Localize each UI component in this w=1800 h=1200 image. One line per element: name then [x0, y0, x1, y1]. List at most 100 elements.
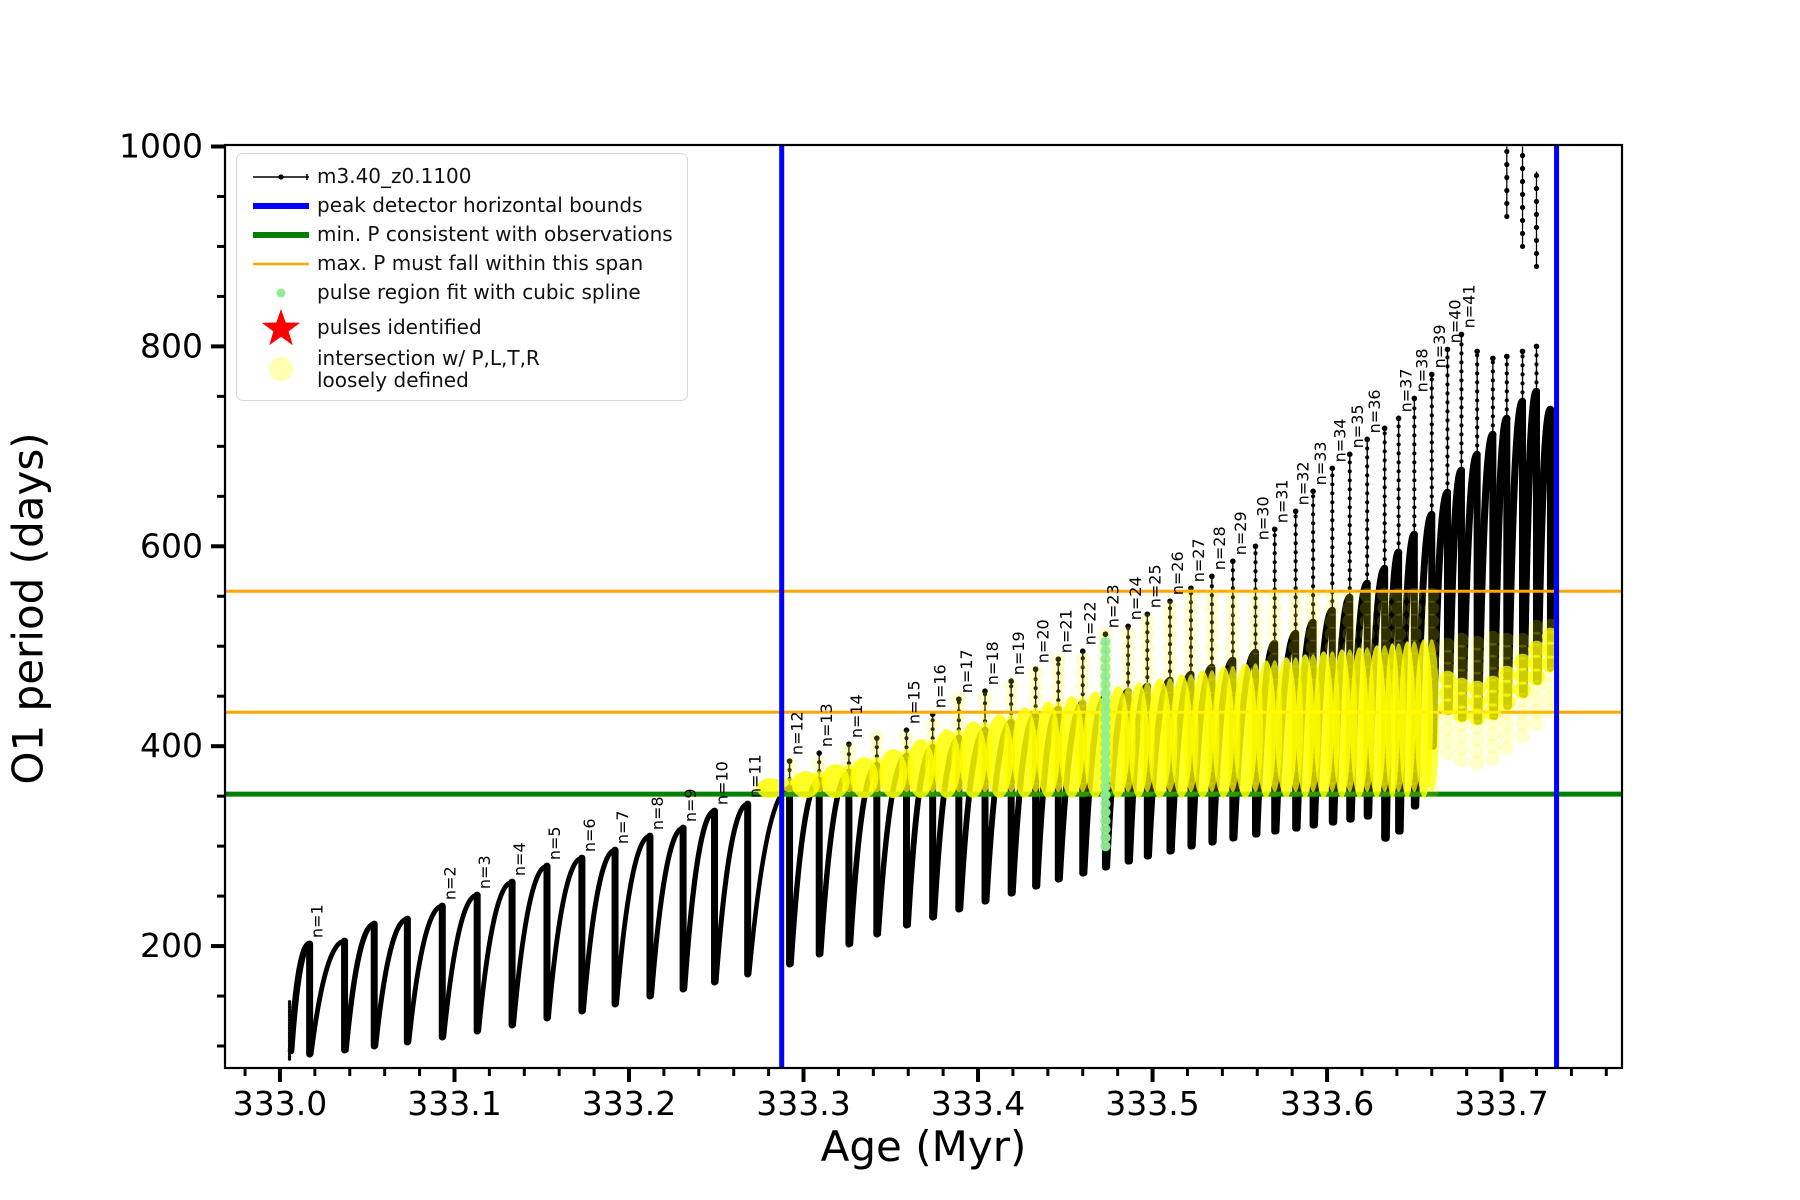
pulse-spike-dot [1396, 442, 1401, 447]
intersection-pale-dot [1028, 782, 1044, 798]
intersection-pale-dot [1424, 756, 1440, 772]
intersection-pale-dot [869, 782, 885, 798]
intersection-pale-dot [1288, 613, 1304, 629]
intersection-pale-dot [1424, 626, 1440, 642]
pulse-spike-dot [1412, 424, 1417, 429]
pulse-arch [441, 892, 480, 1040]
pulse-spike-dot [1080, 692, 1085, 697]
pulse-spike-dot [1412, 523, 1417, 528]
pulse-spike-dot [1330, 491, 1335, 496]
pulse-spike-dot [1475, 380, 1480, 385]
pulse-label: n=26 [1168, 551, 1187, 595]
intersection-pale-dot [1225, 782, 1241, 798]
pulse-spike-dot [1382, 557, 1387, 562]
pulse-spike-dot [1230, 613, 1235, 618]
pulse-spike-dot [1382, 548, 1387, 553]
intersection-pale-dot [1391, 782, 1407, 798]
spline-dot-icon [245, 285, 317, 301]
intersection-pale-dot [1453, 752, 1469, 768]
pulse-label: n=30 [1254, 496, 1273, 540]
pulse-label: n=33 [1311, 441, 1330, 485]
pulse-spike-dot [1188, 636, 1194, 641]
pulse-label: n=28 [1210, 526, 1229, 570]
intersection-pale-dot [1050, 652, 1066, 668]
pulse-spike-dot [1365, 500, 1370, 505]
pulse-spike-dot [1459, 405, 1464, 410]
spline-fit-dot [1100, 671, 1111, 682]
intersection-pale-dot [925, 782, 941, 798]
pulse-spike-dot [1382, 530, 1387, 535]
pulse-spike-dot [1429, 395, 1434, 400]
pulse-spike-dot [1445, 364, 1450, 369]
high-column-dot [1533, 224, 1540, 231]
spline-fit-dot [1100, 662, 1111, 673]
intersection-tip-dot [1484, 689, 1502, 707]
pulse-spike-dot [1475, 416, 1480, 421]
pulse-label: n=18 [983, 641, 1002, 685]
pulse-spike-dot [1293, 523, 1298, 528]
intersection-pale-dot [1424, 691, 1440, 707]
pulse-spike-dot [930, 727, 935, 732]
intersection-pale-dot [977, 691, 993, 707]
intersection-pale-dot [1342, 782, 1358, 798]
pulse-spike-dot [1520, 381, 1525, 386]
y-tick-label: 200 [140, 926, 203, 965]
series-start-column [287, 1007, 292, 1012]
legend-item: max. P must fall within this span [245, 249, 677, 278]
pulse-spike-dot [1412, 442, 1417, 447]
intersection-pale-dot [1485, 738, 1501, 754]
intersection-pale-dot [1267, 613, 1283, 629]
pulse-spike-dot [1396, 433, 1401, 438]
intersection-blob [756, 778, 785, 799]
pulse-spike-dot [1293, 532, 1298, 537]
intersection-pale-dot [1225, 600, 1241, 616]
pulse-spike-dot [1188, 663, 1194, 668]
pulse-spike-dot [1429, 440, 1434, 445]
intersection-pale-dot [1288, 626, 1304, 642]
intersection-pale-dot [1424, 600, 1440, 616]
pulse-spike-dot [1429, 503, 1434, 508]
high-column-dot [1533, 263, 1540, 270]
pulse-arch [343, 921, 377, 1053]
intersection-pale-dot [1028, 691, 1044, 707]
intersection-pale-dot [1267, 587, 1283, 603]
intersection-pale-dot [1391, 613, 1407, 629]
pulse-label: n=4 [510, 842, 529, 876]
intersection-tip-dot [1468, 708, 1486, 726]
pulse-spike-dot [846, 752, 851, 757]
intersection-pale-dot [1324, 652, 1340, 668]
intersection-pale-dot [811, 756, 827, 772]
intersection-pale-dot [1359, 587, 1375, 603]
pulse-spike-dot [1230, 586, 1235, 591]
pulse-label: n=24 [1126, 576, 1145, 620]
pulse-label: n=3 [475, 855, 494, 889]
pulse-spike-dot [1293, 577, 1298, 582]
pulse-spike-dot [1412, 451, 1417, 456]
pulse-label: n=7 [613, 810, 632, 844]
pulse-spike-dot [1365, 491, 1370, 496]
pulse-spike-dot [1272, 569, 1277, 574]
intersection-pale-dot [1359, 600, 1375, 616]
intersection-pale-dot [1469, 743, 1485, 759]
pulse-spike-dot [1534, 371, 1539, 376]
intersection-tip-dot [1452, 705, 1470, 723]
intersection-pale-dot [1377, 782, 1393, 798]
pulse-spike-top-dot [1079, 648, 1086, 655]
pulse-spike-top-dot [1252, 543, 1259, 550]
pulse-spike-dot [904, 736, 909, 741]
intersection-pale-dot [1120, 665, 1136, 681]
pulse-spike-dot [787, 768, 792, 773]
intersection-pale-dot [1050, 665, 1066, 681]
intersection-tip-dot [1527, 668, 1545, 686]
intersection-pale-dot [951, 717, 967, 733]
pulse-spike-dot [1230, 595, 1235, 600]
pulse-spike-dot [1459, 369, 1464, 374]
intersection-pale-dot [1162, 678, 1178, 694]
pulse-spike-dot [1311, 593, 1316, 598]
axes-spines [223, 143, 1624, 1070]
pulse-spike-dot [1382, 485, 1387, 490]
pulse-spike-top-dot [1292, 508, 1299, 515]
intersection-pale-dot [1075, 665, 1091, 681]
intersection-pale-dot [925, 730, 941, 746]
pulse-spike-dot [1330, 581, 1335, 586]
